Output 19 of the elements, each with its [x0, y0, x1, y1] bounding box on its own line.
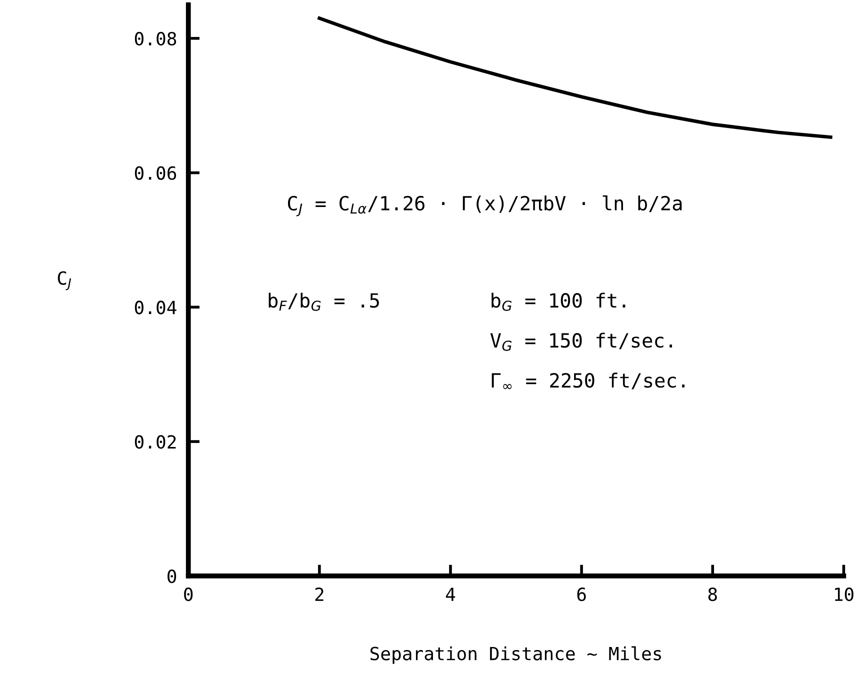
- y-tick-label: 0.06: [134, 166, 176, 180]
- annotation: C$_{J}$ = C$_{Lα}$/1.26 · Γ(x)/2πbV · ln b/2a: [288, 195, 682, 216]
- x-tick-label: 4: [446, 588, 456, 601]
- y-axis-title: C$_{J}$: [58, 271, 72, 290]
- x-tick-label: 8: [708, 587, 717, 602]
- annotation: V$_{G}$ = 150 ft/sec.: [490, 332, 672, 351]
- y-tick-label: 0.08: [134, 32, 176, 46]
- annotation: Γ$_{∞}$ = 2250 ft/sec.: [492, 372, 685, 390]
- annotation: b$_{G}$ = 100 ft.: [492, 292, 626, 311]
- y-tick-label: 0.02: [134, 435, 176, 449]
- y-tick-label: 0: [168, 569, 176, 584]
- x-tick-label: 2: [315, 587, 324, 601]
- x-tick-label: 6: [577, 587, 586, 602]
- x-tick-label: 10: [834, 587, 854, 602]
- line-series: [318, 16, 832, 139]
- annotation: b$_{F}$/b$_{G}$ = .5: [268, 292, 379, 311]
- y-tick-label: 0.04: [134, 300, 176, 314]
- x-tick-label: 0: [184, 587, 193, 602]
- x-axis-title: Separation Distance ~ Miles: [370, 646, 661, 664]
